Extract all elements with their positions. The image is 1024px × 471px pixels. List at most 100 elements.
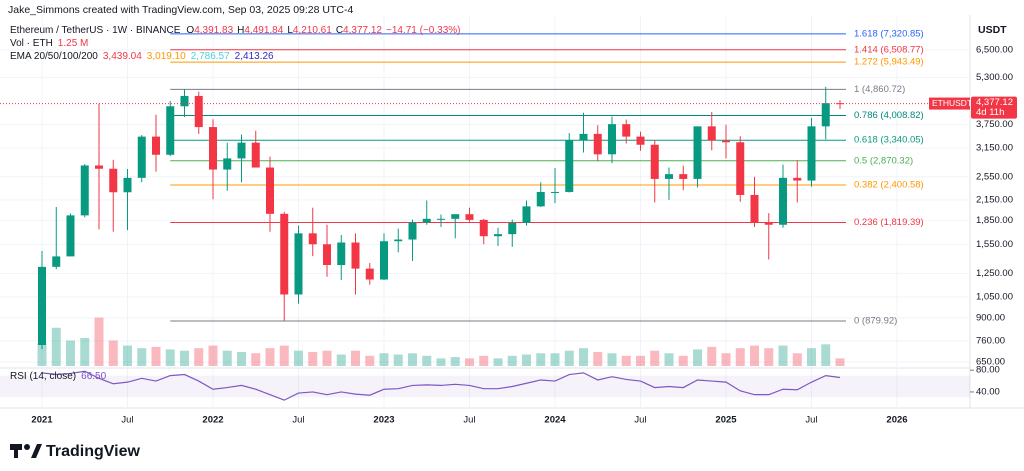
volume-bar [778,345,788,366]
candle-body [636,136,645,145]
volume-bar [123,345,132,366]
candle-body [508,222,517,235]
volume-bar [522,354,531,366]
candle-body [422,218,431,223]
ohlc-value: 4,391.83 [194,25,233,36]
candle-body [280,213,289,295]
candle-body [707,126,716,141]
candle-body [123,177,132,193]
author: Jake_Simmons created with TradingView.co… [8,4,353,16]
volume-bar [678,355,688,366]
logo [10,444,42,458]
candle-body [750,194,759,223]
fib-label: 0.786 (4,008.82) [854,110,924,121]
price-tag-price: 4,377.12 [976,97,1013,108]
candle-body [365,268,374,280]
candle-body [437,218,445,220]
candle-body [821,103,830,127]
y-tick-label: 650.00 [976,357,1005,368]
candle-body [565,140,574,192]
fib-label: 1.414 (6,508.77) [854,44,924,55]
ema-value: 2,786.57 [191,51,230,62]
candle-body [251,142,260,168]
x-tick-label: 2025 [715,415,737,426]
fib-label: 0 (879.92) [854,316,897,327]
y-tick-label: 1,850.00 [976,215,1013,226]
ema-label: EMA 20/50/100/200 [10,51,98,62]
candle-body [180,95,189,107]
volume-bar [393,354,403,366]
candle-body [793,177,802,181]
ohlc-value: 4,377.12 [343,25,382,36]
candle-body [551,191,559,193]
volume-bar [208,345,218,366]
candle-body [351,242,360,269]
x-tick-label: 2022 [202,415,223,426]
candle-body [194,95,203,128]
currency: USDT [978,24,1007,36]
symbol: Ethereum / TetherUS · 1W · BINANCE [10,25,181,36]
fib-label: 1.618 (7,320.85) [854,28,924,39]
ohlc-value: 4,210.61 [293,25,332,36]
legend-row: EMA 20/50/100/200 3,439.04 3,019.10 2,786.5… [10,51,274,62]
fib-label: 0.382 (2,400.58) [854,179,924,190]
x-tick-label: Jul [634,415,646,426]
ohlc-label: H [237,25,244,36]
volume-bar [707,346,717,366]
ohlc-label: L [287,25,293,36]
fib-label: 1.272 (5,943.49) [854,57,924,68]
volume-bar [222,350,232,366]
volume-bar [764,348,774,366]
fib-label: 1 (4,860.72) [854,84,905,95]
candle-body [579,133,588,141]
rsi-value: 66.50 [81,371,106,382]
y-tick-label: 2,550.00 [976,171,1013,182]
x-tick-label: Jul [292,415,304,426]
candle-body [66,215,75,257]
y-tick-label: 1,550.00 [976,239,1013,250]
candle-body [380,241,388,280]
price-tag-countdown: 4d 11h [976,107,1004,118]
ema-value: 3,439.04 [103,51,142,62]
volume-bar [479,355,489,366]
candle-body [479,219,488,237]
volume-bar [821,344,831,366]
volume-bar [265,348,275,366]
y-tick-label: 3,750.00 [976,119,1013,130]
volume-bar [94,317,104,366]
candle-body [522,206,531,223]
volume-bar [579,348,588,366]
y-tick-label: 1,250.00 [976,268,1013,279]
candle-body [266,167,274,214]
volume-bar [835,358,845,366]
candle-body [622,124,631,137]
candle-body [323,244,331,266]
volume-bar [51,327,61,366]
x-tick-label: 2023 [373,415,394,426]
candle-body [693,126,702,179]
volume-bar [664,353,674,366]
volume-bar [66,340,75,366]
candle-body [679,174,688,179]
price-tag-bg [929,97,970,110]
volume-bar [37,343,47,366]
change: −14.71 (−0.33%) [386,25,461,36]
ema-value: 2,413.26 [235,51,274,62]
candle-body [109,168,118,193]
volume-bar [721,353,731,366]
candle-body [394,239,403,242]
volume-bar [450,357,460,366]
volume-bar [165,349,175,366]
volume-bar [621,355,631,366]
fib-label: 0.236 (1,819.39) [854,217,924,228]
volume-bar [650,350,660,366]
y-tick-label: 5,300.00 [976,72,1013,83]
x-tick-label: 2026 [886,415,907,426]
y-tick-label: 1,050.00 [976,292,1013,303]
ohlc-value: 4,491.84 [244,25,283,36]
candle-body [608,124,616,155]
candle-body [736,142,745,195]
volume-value: 1.25 M [58,38,89,49]
volume-bar [550,353,560,366]
